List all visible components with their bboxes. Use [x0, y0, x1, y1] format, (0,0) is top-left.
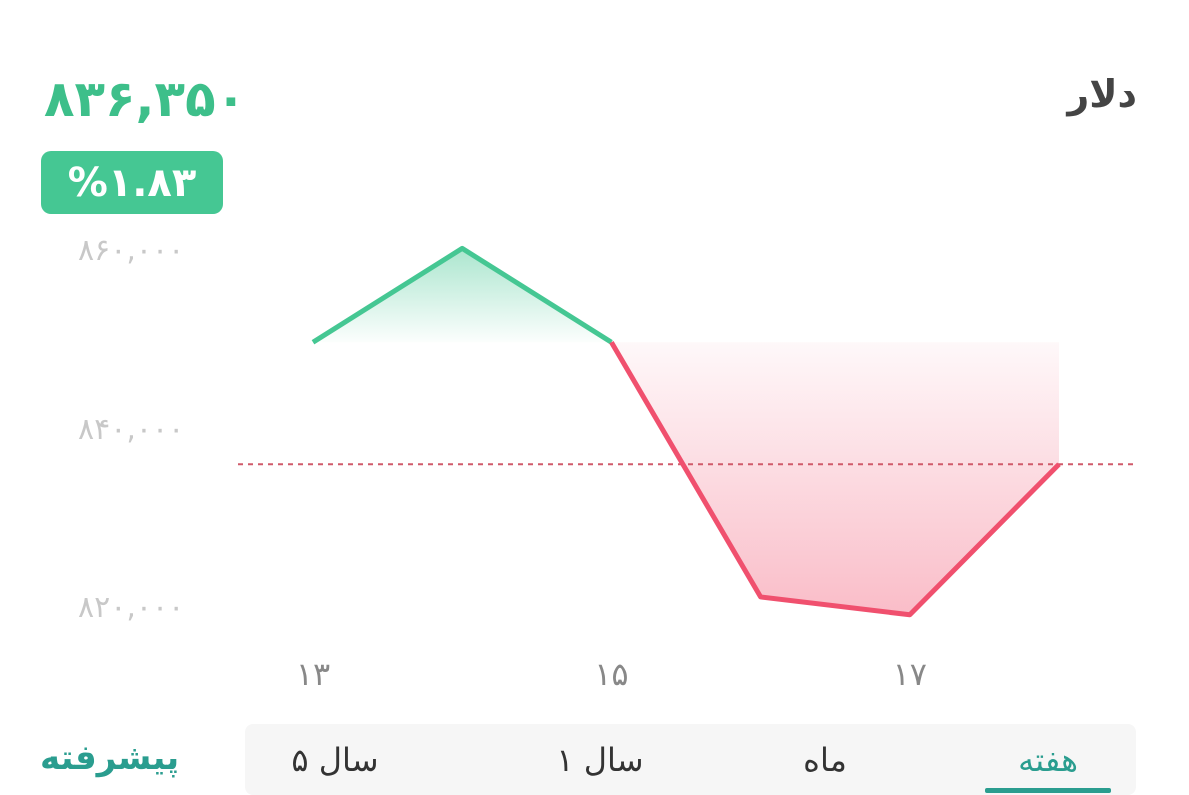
- y-tick-label: ۸۶۰,۰۰۰: [78, 232, 185, 268]
- price-line-up: [311, 245, 613, 345]
- period-label: هفته: [1018, 740, 1078, 779]
- price-chart: [238, 245, 1136, 618]
- period-label: ماه: [803, 740, 847, 779]
- period-label: ۱ سال: [556, 740, 644, 779]
- period-1year-tab[interactable]: ۱ سال: [530, 724, 670, 795]
- price-line-down: [609, 340, 1061, 618]
- period-month-tab[interactable]: ماه: [765, 724, 885, 795]
- asset-title: دلار: [1067, 72, 1137, 116]
- x-tick-label: ۱۷: [892, 655, 927, 693]
- loss-area: [611, 342, 1059, 615]
- y-tick-label: ۸۴۰,۰۰۰: [78, 411, 185, 447]
- gain-area: [313, 248, 612, 343]
- current-price: ۸۳۶,۳۵۰: [44, 70, 247, 128]
- active-tab-indicator: [985, 788, 1111, 793]
- y-tick-label: ۸۲۰,۰۰۰: [78, 590, 185, 626]
- x-tick-label: ۱۵: [594, 655, 629, 693]
- period-5year-tab[interactable]: ۵ سال: [265, 724, 405, 795]
- x-tick-label: ۱۳: [295, 655, 331, 693]
- period-week-tab[interactable]: هفته: [985, 724, 1111, 795]
- period-label: ۵ سال: [291, 740, 379, 779]
- advanced-button[interactable]: پیشرفته: [40, 738, 180, 778]
- change-percent-badge: %۱.۸۳: [41, 151, 223, 214]
- period-selector: هفته ماه ۱ سال ۵ سال: [245, 724, 1136, 795]
